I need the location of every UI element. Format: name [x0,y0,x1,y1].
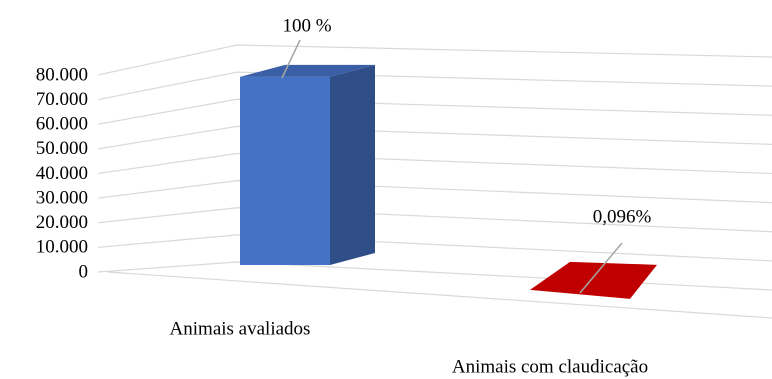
grid-line [97,44,772,76]
x-tick-label: Animais com claudicação [452,356,648,377]
grid-line [97,152,772,175]
y-tick-label: 50.000 [36,138,88,159]
bar-top [240,64,375,77]
data-annotation: 100 % [282,15,331,36]
x-tick-label: Animais avaliados [170,318,311,339]
grid-line [97,180,772,204]
grid-line [97,71,772,101]
y-tick-label: 70.000 [36,89,88,110]
grid-line [97,207,772,233]
leader-line [579,242,623,294]
bar-side [330,64,375,265]
bar [530,261,657,299]
leader-line [281,39,301,79]
y-tick-label: 40.000 [36,163,88,184]
data-annotation: 0,096% [593,206,652,227]
grid-line [97,261,772,291]
y-tick-label: 80.000 [36,64,88,85]
y-tick-label: 10.000 [36,237,88,258]
grid-line [97,234,772,262]
grid-line [97,125,772,150]
y-tick-label: 30.000 [36,187,88,208]
grid-line [97,98,772,125]
y-tick-label: 0 [79,261,89,282]
y-tick-label: 20.000 [36,212,88,233]
bar [240,76,330,265]
y-tick-label: 60.000 [36,114,88,135]
floor-edge [107,271,772,319]
